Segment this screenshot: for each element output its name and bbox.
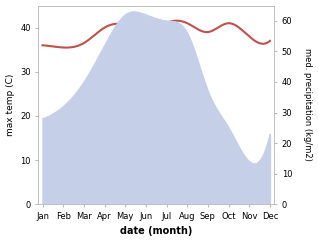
- Y-axis label: max temp (C): max temp (C): [5, 74, 15, 136]
- X-axis label: date (month): date (month): [120, 227, 192, 236]
- Y-axis label: med. precipitation (kg/m2): med. precipitation (kg/m2): [303, 48, 313, 161]
